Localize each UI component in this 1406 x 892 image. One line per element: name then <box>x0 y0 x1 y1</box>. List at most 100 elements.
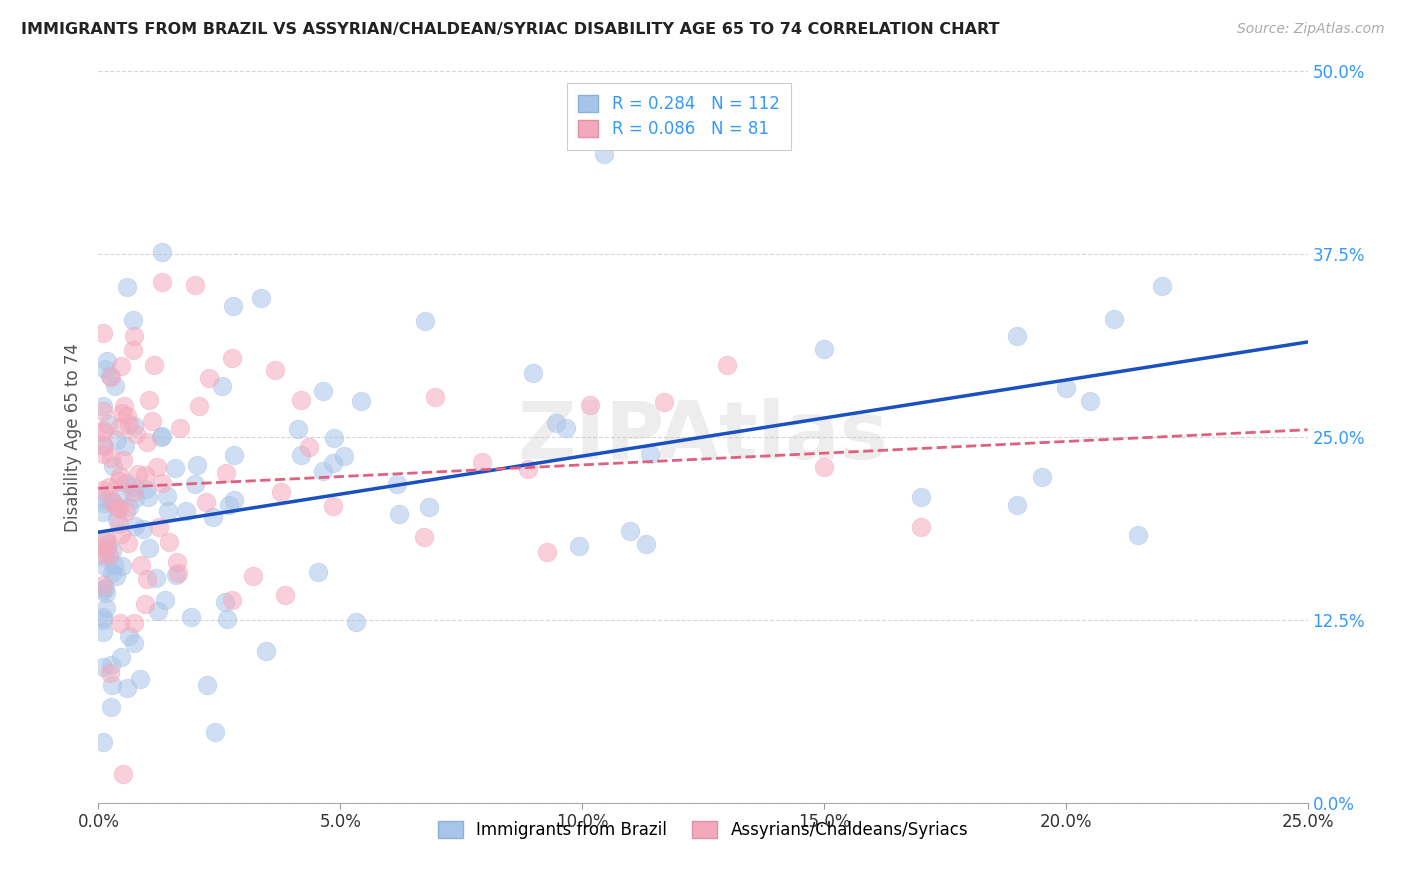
Point <box>1128 528 1150 542</box>
Point <box>215 466 238 480</box>
Point <box>198 371 221 385</box>
Point <box>91 541 114 555</box>
Point <box>122 419 145 434</box>
Point <box>141 414 163 428</box>
Point <box>112 399 135 413</box>
Point <box>97 480 120 494</box>
Point <box>652 394 675 409</box>
Point <box>132 522 155 536</box>
Point <box>290 392 312 407</box>
Point <box>423 390 446 404</box>
Point <box>97 417 120 432</box>
Point <box>263 362 285 376</box>
Point <box>174 504 197 518</box>
Point <box>100 451 122 466</box>
Point <box>115 280 138 294</box>
Point <box>108 616 131 631</box>
Point <box>101 566 124 580</box>
Point <box>107 433 129 447</box>
Point <box>101 544 124 558</box>
Point <box>122 343 145 357</box>
Point <box>103 558 125 573</box>
Point <box>129 558 152 572</box>
Point <box>593 147 616 161</box>
Point <box>108 420 131 434</box>
Point <box>270 484 292 499</box>
Point <box>96 353 118 368</box>
Point <box>93 439 115 453</box>
Point <box>150 476 173 491</box>
Point <box>118 417 141 431</box>
Point <box>242 569 264 583</box>
Point <box>110 527 132 541</box>
Point <box>122 480 145 494</box>
Point <box>344 615 367 630</box>
Point <box>222 299 245 313</box>
Point <box>110 359 132 373</box>
Point <box>135 435 157 450</box>
Point <box>215 612 238 626</box>
Point <box>91 547 114 561</box>
Point <box>307 566 329 580</box>
Point <box>91 660 114 674</box>
Point <box>184 477 207 491</box>
Point <box>138 393 160 408</box>
Point <box>115 681 138 696</box>
Point <box>254 643 277 657</box>
Point <box>108 500 131 515</box>
Point <box>124 519 146 533</box>
Point <box>122 328 145 343</box>
Point <box>91 326 114 340</box>
Point <box>1078 393 1101 408</box>
Text: ZIPAtlas: ZIPAtlas <box>517 398 889 476</box>
Point <box>100 666 122 681</box>
Point <box>418 500 440 514</box>
Point <box>290 448 312 462</box>
Point <box>195 678 218 692</box>
Point <box>910 490 932 504</box>
Point <box>146 604 169 618</box>
Point <box>1007 328 1029 343</box>
Point <box>516 461 538 475</box>
Point <box>471 455 494 469</box>
Point <box>169 421 191 435</box>
Point <box>214 595 236 609</box>
Point <box>93 496 115 510</box>
Point <box>124 491 146 506</box>
Point <box>91 403 114 417</box>
Point <box>536 545 558 559</box>
Point <box>91 735 114 749</box>
Point <box>165 568 187 582</box>
Point <box>274 588 297 602</box>
Point <box>101 458 124 473</box>
Point <box>97 537 120 551</box>
Point <box>91 613 114 627</box>
Point <box>157 535 180 549</box>
Point <box>522 366 544 380</box>
Point <box>96 560 118 574</box>
Point <box>105 568 128 582</box>
Point <box>312 464 335 478</box>
Point <box>114 438 136 452</box>
Point <box>150 244 173 259</box>
Point <box>146 459 169 474</box>
Point <box>91 582 114 597</box>
Point <box>1054 381 1077 395</box>
Point <box>333 449 356 463</box>
Point <box>250 292 273 306</box>
Point <box>94 362 117 376</box>
Point <box>287 422 309 436</box>
Point <box>125 427 148 442</box>
Point <box>115 409 138 423</box>
Point <box>619 524 641 539</box>
Point <box>115 476 138 491</box>
Point <box>122 616 145 631</box>
Point <box>152 276 174 290</box>
Point <box>96 586 118 600</box>
Point <box>91 610 114 624</box>
Point <box>218 498 240 512</box>
Text: IMMIGRANTS FROM BRAZIL VS ASSYRIAN/CHALDEAN/SYRIAC DISABILITY AGE 65 TO 74 CORRE: IMMIGRANTS FROM BRAZIL VS ASSYRIAN/CHALD… <box>21 22 1000 37</box>
Point <box>156 490 179 504</box>
Point <box>108 474 131 488</box>
Point <box>153 593 176 607</box>
